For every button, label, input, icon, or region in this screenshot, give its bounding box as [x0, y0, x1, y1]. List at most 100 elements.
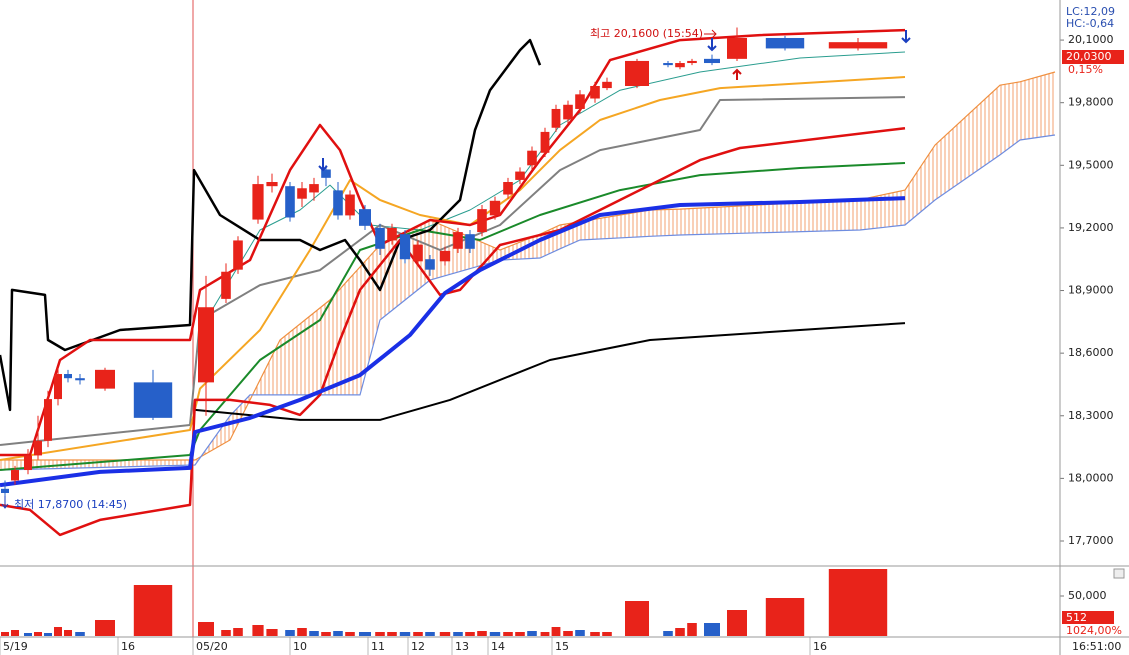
volume-bar [11, 630, 19, 636]
candle-body [198, 307, 214, 383]
cloud-fill [935, 85, 1000, 200]
volume-bar [575, 630, 585, 636]
candle-body [387, 227, 397, 241]
cloud-fill [0, 460, 195, 471]
y-tick-label: 18,6000 [1068, 346, 1114, 359]
volume-bar [465, 632, 475, 636]
arrow [318, 158, 328, 172]
volume-bar [321, 632, 331, 636]
candle-body [359, 209, 371, 226]
x-tick-label: 15 [555, 640, 569, 653]
volume-plot [1, 569, 888, 636]
volume-bar [590, 632, 600, 636]
volume-bar [540, 632, 550, 636]
indicator-line [0, 196, 906, 488]
volume-bar [727, 610, 747, 636]
candle-body [75, 378, 85, 381]
candle-body [663, 63, 673, 66]
y-tick-label: 50,000 [1068, 589, 1107, 602]
cloud-fill [1020, 72, 1055, 141]
volume-bar [297, 628, 307, 636]
close-box[interactable] [1113, 568, 1125, 579]
candle-body [540, 131, 550, 153]
volume-bar [233, 628, 243, 636]
volume-bar [309, 631, 319, 636]
indicator-line [0, 126, 906, 537]
x-tick-label: 10 [293, 640, 307, 653]
volume-bar [221, 630, 231, 636]
volume-ratio: 1024,00% [1066, 624, 1122, 637]
last-price-box [1062, 50, 1124, 64]
candle-body [11, 470, 19, 481]
volume-bar [453, 632, 463, 636]
y-tick-label: 20,1000 [1068, 33, 1114, 46]
candle-body [687, 60, 697, 64]
candle-body [309, 184, 319, 193]
candle-body [575, 94, 585, 109]
volume-bar [828, 569, 888, 636]
volume-bar [399, 632, 411, 636]
volume-bar [375, 632, 385, 636]
candle-body [321, 169, 331, 178]
candle-body [64, 374, 72, 379]
volume-bar [285, 630, 295, 636]
candle-body [252, 184, 264, 220]
low-annotation: 최저 17,8700 (14:45) [14, 498, 127, 511]
candle-body [24, 455, 32, 471]
candle-body [425, 259, 435, 270]
x-tick-label: 16 [813, 640, 827, 653]
x-tick-label: 16 [121, 640, 135, 653]
volume-bar [34, 632, 42, 636]
x-tick-label: 11 [371, 640, 385, 653]
x-tick-label: 13 [455, 640, 469, 653]
volume-bar [503, 632, 513, 636]
indicator-line [0, 76, 906, 461]
volume-bar [527, 631, 537, 636]
volume-bar [64, 630, 72, 636]
candle-body [44, 399, 52, 441]
candle-body [133, 382, 173, 418]
volume-bar [75, 632, 85, 636]
cloud-fill [905, 145, 935, 225]
candle-body [54, 374, 62, 400]
volume-bar [563, 631, 573, 636]
candle-body [413, 244, 423, 262]
arrow [1, 496, 9, 509]
volume-bar [95, 620, 115, 636]
candle-body [333, 190, 343, 216]
arrow [704, 29, 717, 39]
volume-bar [387, 632, 397, 636]
x-tick-label: 14 [491, 640, 505, 653]
volume-bar [359, 632, 371, 636]
price-plot [0, 27, 1056, 537]
candle-body [375, 227, 385, 249]
volume-bar [266, 629, 278, 636]
cloud-fill [280, 299, 330, 395]
candle-body [233, 240, 243, 270]
indicator-line [199, 51, 906, 331]
candle-body [345, 194, 355, 216]
candle-body [221, 271, 231, 299]
candle-body [515, 171, 525, 180]
volume-bar [44, 633, 52, 636]
candle-body [465, 234, 475, 249]
cloud-fill [580, 209, 650, 241]
candle-body [727, 37, 747, 59]
last-volume-box [1062, 611, 1114, 624]
candle-body [625, 60, 649, 86]
x-tick-label: 5/19 [3, 640, 28, 653]
volume-bar [413, 632, 423, 636]
volume-bar [425, 632, 435, 636]
arrow [901, 30, 911, 44]
arrow [707, 38, 717, 52]
volume-bar [687, 623, 697, 636]
cloud-fill [1000, 81, 1020, 155]
y-tick-label: 17,7000 [1068, 534, 1114, 547]
candle-body [602, 81, 612, 89]
volume-bar [333, 631, 343, 636]
last-price: 20,0300 [1066, 50, 1112, 63]
candle-body [590, 85, 600, 99]
volume-bar [551, 627, 561, 636]
